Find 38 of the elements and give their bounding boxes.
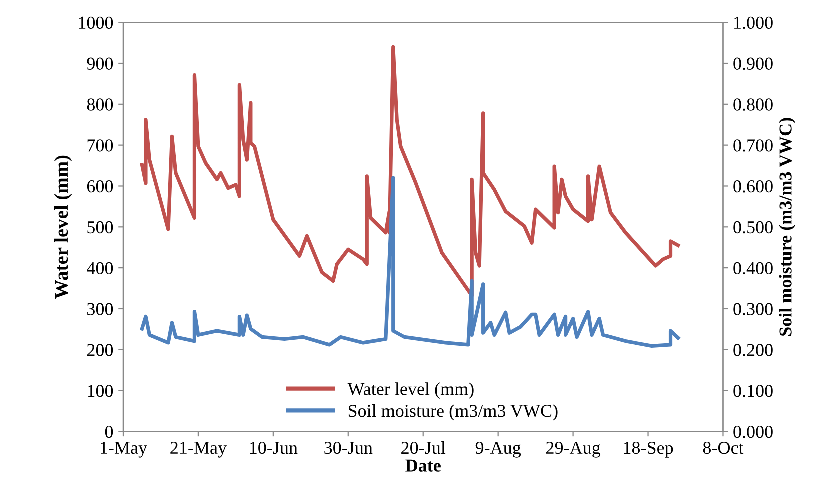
legend-label: Water level (mm) (348, 382, 474, 399)
y-tick-label: 300 (88, 303, 114, 316)
y2-tick-label: 1.000 (734, 16, 773, 30)
legend-label: Soil moisture (m3/m3 VWC) (348, 404, 558, 421)
y-tick-label: 400 (87, 262, 114, 275)
y2-tick-label: 0.300 (734, 303, 773, 316)
y2-tick-label: 0.000 (734, 426, 773, 438)
line-series (140, 176, 680, 348)
y2-tick-label: 0.200 (734, 344, 773, 356)
y2-tick-label: 0.100 (734, 385, 773, 398)
x-tick-label: 20-Jul (402, 441, 446, 454)
y-tick-label: 1000 (79, 16, 114, 30)
line-series (140, 45, 680, 298)
x-tick-label: 29-Aug (546, 442, 601, 458)
y-tick-label: 500 (88, 221, 114, 234)
x-tick-label: 21-May (170, 442, 227, 458)
y2-tick-label: 0.600 (734, 180, 773, 193)
y-tick-label: 900 (87, 58, 114, 70)
y-tick-label: 0 (105, 426, 114, 438)
x-tick-label: 8-Oct (703, 442, 744, 454)
y-tick-label: 700 (88, 140, 114, 152)
y-tick-label: 100 (88, 385, 114, 398)
x-tick-label: 10-Jun (250, 442, 298, 454)
y2-tick-label: 0.700 (734, 140, 773, 152)
y2-tick-label: 0.500 (734, 221, 773, 234)
y2-axis-title: Soil moisture (m3/m3 VWC) (779, 118, 796, 336)
y2-tick-label: 0.400 (734, 262, 773, 275)
x-tick-label: 1-May (101, 442, 148, 458)
y-tick-label: 800 (87, 98, 114, 111)
y2-tick-label: 0.900 (734, 58, 773, 70)
x-tick-label: 30-Jun (324, 442, 373, 454)
x-axis-title: Date (406, 460, 441, 472)
y-tick-label: 200 (87, 344, 114, 356)
y-axis-title: Water level (mm) (54, 156, 72, 300)
y-tick-label: 600 (87, 180, 114, 193)
x-tick-label: 9-Aug (476, 442, 522, 458)
y2-tick-label: 0.800 (734, 98, 773, 111)
x-tick-label: 18-Sep (624, 442, 674, 458)
